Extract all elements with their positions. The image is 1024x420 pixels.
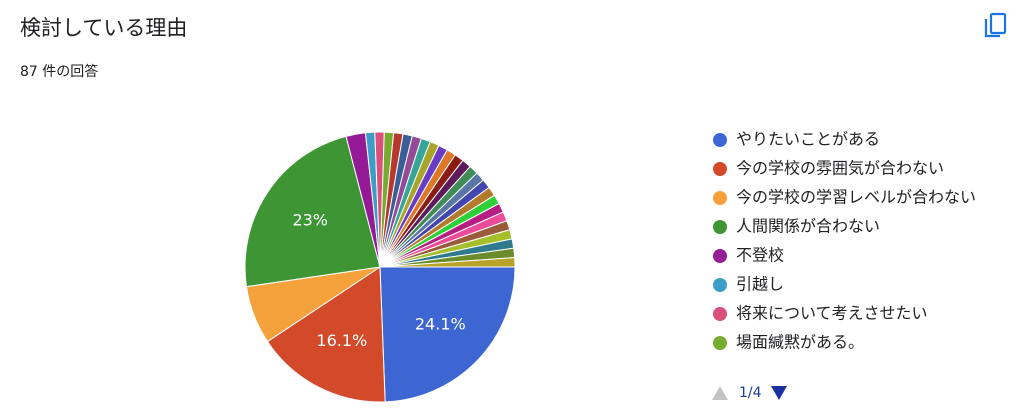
prev-page[interactable]	[712, 386, 728, 400]
pie-slice	[266, 266, 386, 403]
copy-icon[interactable]	[984, 12, 1007, 38]
legend-marker	[713, 220, 727, 234]
slice-label: 24.1%	[415, 315, 466, 334]
slice-label: 16.1%	[316, 331, 367, 350]
legend-label: 今の学校の学習レベルが合わない	[736, 188, 976, 207]
legend-marker	[713, 278, 727, 292]
legend-marker	[713, 336, 727, 350]
legend-label: 今の学校の雰囲気が合わない	[736, 159, 944, 178]
pie-slice	[379, 266, 516, 403]
chart-title: 検討している理由	[20, 16, 187, 40]
legend-label: 場面緘黙がある。	[736, 333, 864, 352]
legend-marker	[713, 191, 727, 205]
pie-slice	[379, 257, 516, 268]
response-count: 87 件の回答	[20, 63, 98, 80]
legend-label: 人間関係が合わない	[736, 217, 880, 236]
legend-page: 1/4	[739, 385, 762, 401]
legend-marker	[713, 162, 727, 176]
pie-slice	[244, 135, 381, 288]
legend-marker	[713, 307, 727, 321]
legend-label: 将来について考えさせたい	[736, 304, 928, 323]
legend-label: 引越し	[736, 275, 784, 294]
legend-label: やりたいことがある	[736, 130, 880, 149]
slice-label: 23%	[292, 210, 328, 229]
legend-marker	[713, 249, 727, 263]
legend-marker	[713, 133, 727, 147]
legend-label: 不登校	[736, 246, 784, 265]
next-page[interactable]	[771, 386, 787, 400]
